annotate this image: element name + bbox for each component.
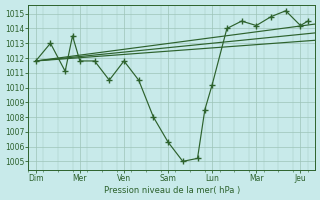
X-axis label: Pression niveau de la mer( hPa ): Pression niveau de la mer( hPa ): [104, 186, 240, 195]
